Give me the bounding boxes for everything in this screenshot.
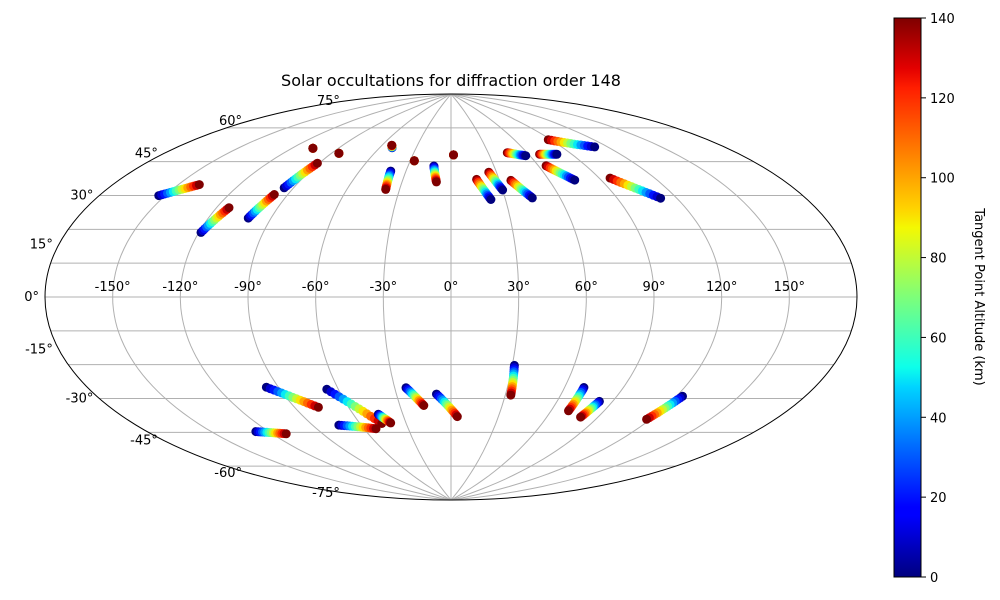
colorbar-ticks: 0 20 40 60 80 100 120 140 xyxy=(921,12,955,586)
track-point xyxy=(224,203,234,213)
latitude-tick-labels: 75° 60° 45° 30° 15° 0° -15° -30° -45° -60° -75° xyxy=(24,94,340,501)
track-point xyxy=(386,418,396,428)
track-point xyxy=(590,142,600,152)
occultation-track xyxy=(279,158,322,193)
track-point xyxy=(552,149,562,159)
lon-tick-label: -150° xyxy=(95,280,131,295)
longitude-tick-labels: -150° -120° -90° -60° -30° 0° 30° 60° 90° 120° 150… xyxy=(95,280,805,295)
lon-tick-label: -30° xyxy=(369,280,397,295)
chart-title: Solar occultations for diffraction order… xyxy=(281,71,621,90)
track-point xyxy=(527,193,537,203)
colorbar-tick-label: 0 xyxy=(930,571,938,586)
lat-tick-label: 75° xyxy=(317,94,340,109)
track-point xyxy=(656,193,666,203)
colorbar-tick-label: 120 xyxy=(930,92,955,107)
track-point xyxy=(449,150,458,160)
track-point xyxy=(486,195,496,204)
track-point xyxy=(269,190,279,199)
occultation-track xyxy=(506,175,537,203)
track-point xyxy=(521,151,531,161)
track-point xyxy=(564,406,573,416)
occultation-track xyxy=(502,148,531,161)
track-point xyxy=(506,390,516,400)
lat-tick-label: 30° xyxy=(70,189,93,204)
occultation-track xyxy=(506,360,519,400)
track-point xyxy=(387,140,397,150)
lat-tick-label: 45° xyxy=(135,146,158,161)
colorbar-tick-label: 140 xyxy=(930,12,955,27)
colorbar: 0 20 40 60 80 100 120 140 Tangent Point Altitud… xyxy=(893,12,986,586)
occultation-track xyxy=(541,161,580,185)
occultation-track xyxy=(261,382,323,412)
track-point xyxy=(308,143,318,153)
colorbar-tick-label: 100 xyxy=(930,172,955,187)
track-point xyxy=(576,412,586,422)
lat-tick-label: 15° xyxy=(30,237,53,252)
occultation-track xyxy=(449,150,458,160)
occultation-track xyxy=(401,383,429,410)
lat-tick-label: -30° xyxy=(66,392,94,407)
colorbar-tick-label: 60 xyxy=(930,331,947,346)
occultation-track xyxy=(322,384,387,428)
occultation-track xyxy=(409,156,419,166)
track-point xyxy=(452,412,462,422)
track-point xyxy=(498,185,508,195)
lat-tick-label: -45° xyxy=(130,434,158,449)
lon-tick-label: 150° xyxy=(774,280,805,295)
occultation-track xyxy=(373,409,396,428)
occultation-track xyxy=(543,135,600,152)
occultation-track xyxy=(642,391,687,424)
lon-tick-label: 30° xyxy=(507,280,530,295)
track-point xyxy=(281,429,291,439)
track-point xyxy=(642,414,652,424)
track-point xyxy=(381,184,391,194)
map-boundary xyxy=(44,93,858,501)
lon-tick-label: -90° xyxy=(234,280,262,295)
lon-tick-label: 120° xyxy=(706,280,737,295)
occultation-track xyxy=(576,396,604,422)
track-point xyxy=(431,177,441,187)
track-point xyxy=(409,156,419,166)
occultation-track xyxy=(472,174,496,204)
track-point xyxy=(371,424,381,434)
occultation-track xyxy=(243,190,279,223)
occultation-track xyxy=(387,140,397,153)
occultation-track xyxy=(429,161,441,187)
lon-tick-label: 60° xyxy=(575,280,598,295)
lon-tick-label: -120° xyxy=(162,280,198,295)
track-point xyxy=(313,402,323,412)
occultation-track xyxy=(605,173,666,203)
track-point xyxy=(312,158,322,168)
track-point xyxy=(419,401,429,410)
lon-tick-label: 90° xyxy=(642,280,665,295)
lat-tick-label: -15° xyxy=(25,343,53,358)
lat-tick-label: 60° xyxy=(219,114,242,129)
occultation-track xyxy=(535,149,562,159)
lon-tick-label: -60° xyxy=(302,280,330,295)
lon-tick-label: 0° xyxy=(444,280,459,295)
occultation-track xyxy=(251,427,291,439)
occultation-track xyxy=(308,143,318,153)
track-point xyxy=(194,180,204,190)
lat-tick-label: 0° xyxy=(24,290,39,305)
colorbar-tick-label: 80 xyxy=(930,252,947,267)
occultation-track xyxy=(564,383,589,416)
occultation-tracks xyxy=(154,135,687,439)
occultation-track xyxy=(484,167,508,195)
lat-tick-label: -75° xyxy=(312,486,340,501)
occultation-track xyxy=(381,166,396,194)
track-point xyxy=(334,148,344,158)
colorbar-tick-label: 20 xyxy=(930,491,947,506)
occultation-track xyxy=(334,420,381,434)
occultation-track xyxy=(334,148,344,158)
occultation-track xyxy=(432,389,462,422)
occultation-track xyxy=(196,203,234,237)
track-point xyxy=(570,175,580,185)
colorbar-tick-label: 40 xyxy=(930,411,947,426)
colorbar-gradient xyxy=(893,17,922,578)
occultation-track xyxy=(154,180,204,201)
colorbar-label: Tangent Point Altitude (km) xyxy=(971,207,986,385)
lat-tick-label: -60° xyxy=(214,466,242,481)
